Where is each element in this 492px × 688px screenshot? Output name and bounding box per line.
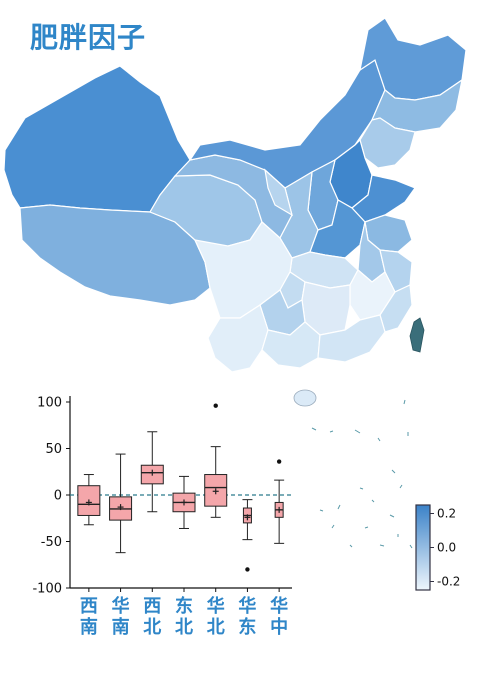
outlier-point [276,459,282,464]
south-china-sea-islands [311,399,413,549]
map-regions [3,17,467,407]
category-label: 华 [207,595,225,617]
category-label: 南 [80,616,98,638]
category-label: 华 [112,595,130,617]
outlier-point [245,567,250,572]
chart-title: 肥胖因子 [30,21,147,54]
category-label: 西 [80,596,98,617]
y-tick-label: -100 [32,582,62,597]
map-region-guangdong [317,314,386,363]
category-label: 中 [270,616,288,638]
map-region-taiwan [409,317,425,353]
map-region-yunnan [207,304,269,373]
colorbar: 0.2 0.0 -0.2 [415,504,460,591]
category-label: 华 [238,595,256,617]
colorbar-bar [415,504,431,591]
map-region-hainan [293,389,317,407]
category-label: 华 [270,595,288,617]
outlier-point [213,403,218,408]
boxplot-axes: 100 50 0 -50 -100 [32,396,292,597]
colorbar-label: 0.0 [437,541,456,555]
colorbar-label: -0.2 [437,575,460,589]
y-tick-label: 0 [54,489,62,504]
y-tick-label: 50 [45,442,62,457]
category-label: 东 [175,595,193,617]
colorbar-label: 0.2 [437,507,456,521]
y-tick-label: 100 [37,396,62,411]
category-label: 北 [175,617,193,638]
category-label: 南 [112,616,130,638]
category-label: 北 [207,617,225,638]
map-region-tibet [19,204,211,306]
map-region-ningxia [264,168,293,217]
category-label: 西 [143,596,161,617]
y-tick-label: -50 [41,535,62,550]
category-label: 东 [238,616,256,638]
category-label: 北 [143,617,161,638]
